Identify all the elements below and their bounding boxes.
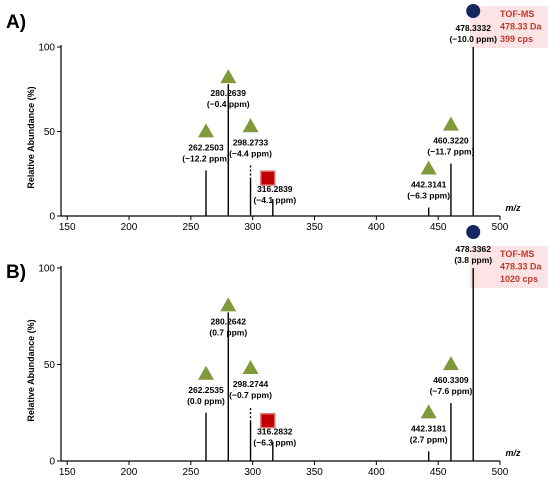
- peak-ppm-label: (−0.4 ppm): [207, 99, 250, 109]
- peak-ppm-label: (−6.3 ppm): [253, 438, 296, 448]
- x-tick-label: 350: [306, 222, 323, 233]
- info-box-line: TOF-MS: [500, 249, 534, 259]
- peak-mz-label: 298.2744: [233, 379, 269, 389]
- peak-mz-label: 316.2839: [257, 184, 293, 194]
- y-tick-label: 0: [49, 457, 55, 468]
- triangle-marker: [442, 116, 459, 131]
- x-tick-label: 400: [368, 467, 385, 478]
- x-tick-label: 250: [183, 222, 200, 233]
- x-tick-label: 500: [492, 222, 509, 233]
- panel-label: B): [6, 262, 26, 283]
- triangle-marker: [242, 359, 259, 374]
- square-marker: [260, 412, 276, 429]
- peak-ppm-label: (−10.0 ppm): [449, 34, 497, 44]
- info-box-line: 478.33 Da: [500, 22, 543, 32]
- x-tick-label: 200: [121, 467, 138, 478]
- info-box-line: TOF-MS: [500, 9, 534, 19]
- x-tick-label: 450: [430, 467, 447, 478]
- spectrum-panel-a: A) 150 200 250 300 350 400 450 500 0 50 100 Relative…: [6, 4, 548, 233]
- peak-ppm-label: (−0.7 ppm): [229, 390, 272, 400]
- triangle-marker: [220, 69, 237, 84]
- triangle-marker: [197, 365, 214, 380]
- x-tick-label: 150: [59, 467, 76, 478]
- info-box-line: 478.33 Da: [500, 262, 543, 272]
- square-marker: [260, 170, 276, 186]
- triangle-marker: [420, 404, 437, 419]
- peak-mz-label: 262.2503: [188, 142, 224, 152]
- x-tick-label: 350: [306, 467, 323, 478]
- peak-mz-label: 478.3362: [455, 244, 491, 254]
- y-tick-label: 100: [38, 264, 55, 275]
- peak-ppm-label: (0.0 ppm): [187, 396, 225, 406]
- info-box-background: [470, 6, 548, 48]
- info-box-background: [470, 246, 548, 288]
- peak-ppm-label: (−4.1 ppm): [253, 195, 296, 205]
- x-tick-label: 300: [244, 222, 261, 233]
- peak-mz-label: 280.2639: [211, 88, 247, 98]
- x-tick-label: 200: [121, 222, 138, 233]
- peak-mz-label: 262.2535: [188, 385, 224, 395]
- y-tick-label: 50: [44, 127, 56, 138]
- y-tick-label: 0: [49, 212, 55, 223]
- triangle-marker: [220, 297, 237, 312]
- peak-ppm-label: (−6.3 ppm): [407, 191, 450, 201]
- peak-ppm-label: (2.7 ppm): [410, 434, 448, 444]
- triangle-marker: [197, 123, 214, 138]
- y-tick-label: 100: [38, 43, 55, 54]
- x-tick-label: 450: [430, 222, 447, 233]
- peak-ppm-label: (−11.7 ppm): [427, 147, 474, 157]
- peak-ppm-label: (0.7 ppm): [209, 327, 247, 337]
- x-tick-label: 250: [183, 467, 200, 478]
- peak-ppm-label: (−12.2 ppm): [182, 153, 230, 163]
- x-axis-label: m/z: [505, 448, 521, 458]
- y-tick-label: 50: [44, 360, 56, 371]
- panel-label: A): [6, 12, 26, 33]
- peak-mz-label: 478.3332: [455, 23, 491, 33]
- triangle-marker: [442, 356, 459, 371]
- x-axis-label: m/z: [505, 203, 521, 213]
- x-tick-label: 150: [59, 222, 76, 233]
- peak-mz-label: 316.2832: [257, 427, 293, 437]
- peak-ppm-label: (3.8 ppm): [454, 255, 492, 265]
- peak-mz-label: 442.3141: [411, 180, 447, 190]
- peak-mz-label: 298.2733: [233, 137, 269, 147]
- spectrum-panel-b: B) 150 200 250 300 350 400 450 500 0 50 100 Relative…: [6, 225, 548, 478]
- info-box-line: 1020 cps: [500, 274, 538, 284]
- peak-ppm-label: (−4.4 ppm): [229, 148, 272, 158]
- circle-marker: [466, 225, 481, 239]
- x-tick-label: 400: [368, 222, 385, 233]
- peak-mz-label: 460.3220: [433, 136, 469, 146]
- triangle-marker: [420, 160, 437, 175]
- peak-mz-label: 460.3309: [433, 375, 469, 385]
- x-tick-label: 500: [492, 467, 509, 478]
- triangle-marker: [242, 118, 259, 133]
- y-axis-label: Relative Abundance (%): [26, 86, 36, 188]
- peak-ppm-label: (−7.6 ppm): [430, 386, 473, 396]
- circle-marker: [466, 4, 481, 18]
- y-axis-label: Relative Abundance (%): [26, 319, 36, 421]
- peak-mz-label: 442.3181: [411, 423, 447, 433]
- peak-mz-label: 280.2642: [211, 316, 247, 326]
- x-tick-label: 300: [244, 467, 261, 478]
- info-box-line: 399 cps: [500, 34, 533, 44]
